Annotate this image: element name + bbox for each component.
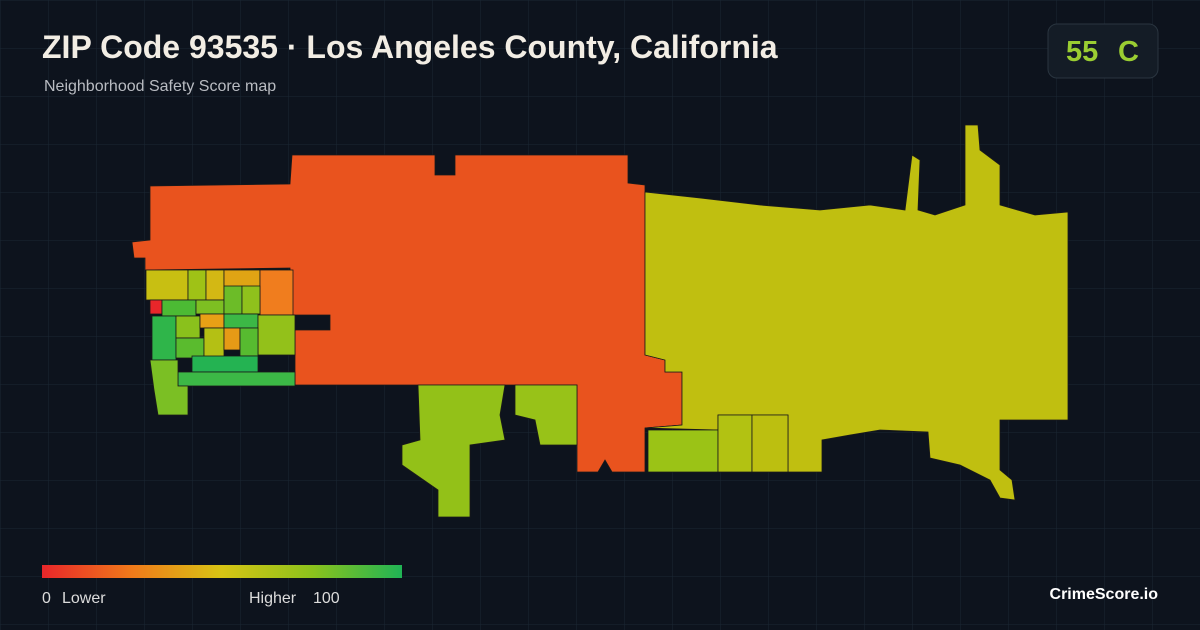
map-region (195, 299, 225, 315)
map-region (175, 337, 205, 359)
map-region (199, 313, 225, 329)
map-region (187, 269, 207, 301)
map-region (177, 371, 296, 387)
map-region (647, 429, 719, 473)
map-region (257, 314, 296, 356)
map-region (149, 359, 189, 416)
subtitle: Neighborhood Safety Score map (44, 78, 276, 95)
map-region (223, 313, 259, 329)
score-grade: C (1118, 36, 1139, 68)
map-region (161, 299, 197, 317)
map-region (203, 327, 225, 359)
map-region (239, 327, 259, 357)
brand: CrimeScore.io (1050, 586, 1159, 603)
map-region (751, 414, 789, 473)
score-badge (1047, 23, 1159, 79)
legend-max-label: Higher (249, 590, 297, 607)
legend-min: 0 (42, 590, 51, 607)
map-region (149, 299, 163, 315)
map-region (145, 269, 189, 301)
map (131, 124, 1069, 518)
map-region (401, 384, 506, 518)
map-region (514, 384, 578, 446)
map-region (259, 269, 294, 316)
map-region (151, 315, 177, 361)
legend-min-label: Lower (62, 590, 106, 607)
legend-max: 100 (313, 590, 340, 607)
title: ZIP Code 93535 · Los Angeles County, Cal… (42, 29, 778, 65)
map-region (175, 315, 201, 339)
map-region (241, 285, 261, 315)
map-region (717, 414, 753, 473)
map-region (223, 327, 241, 351)
map-region (205, 269, 225, 301)
legend-gradient (42, 565, 402, 578)
map-region (223, 285, 243, 315)
score-value: 55 (1066, 36, 1098, 68)
map-region (191, 355, 259, 373)
